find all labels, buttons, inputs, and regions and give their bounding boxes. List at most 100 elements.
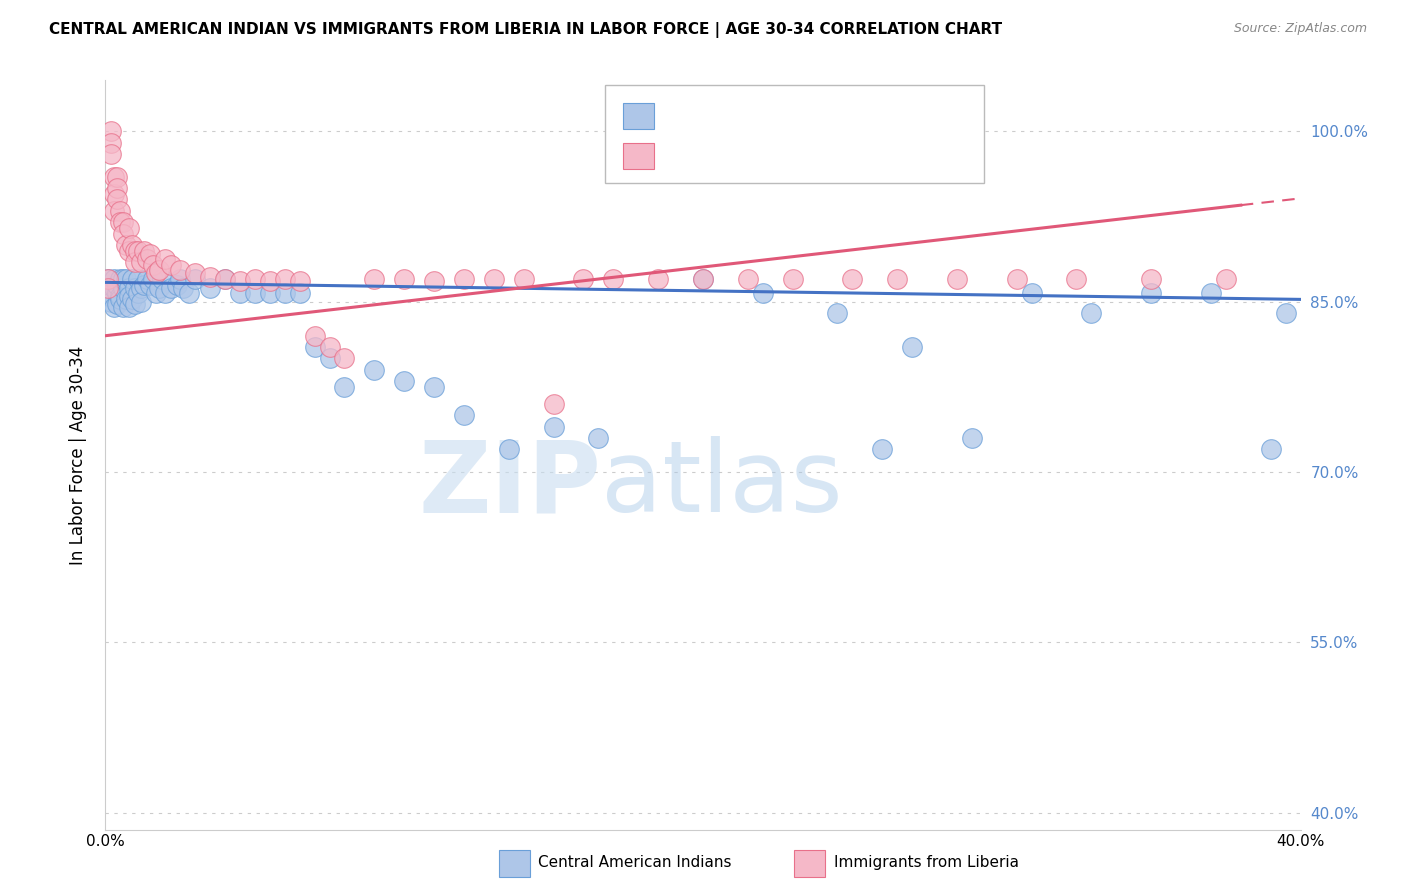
Y-axis label: In Labor Force | Age 30-34: In Labor Force | Age 30-34 [69,345,87,565]
Point [423,274,446,288]
Point [1215,272,1237,286]
Point [97,289,120,303]
Point [184,272,207,286]
Point [107,297,129,311]
Point [572,272,595,286]
Point [103,186,125,201]
Point [112,281,135,295]
Point [166,277,188,292]
Text: -0.030: -0.030 [703,96,762,114]
Point [960,431,983,445]
Point [160,281,183,295]
Text: N =: N = [778,136,814,154]
Point [453,408,475,422]
Point [155,285,177,300]
Point [129,294,153,309]
Point [259,274,281,288]
Point [198,269,221,284]
Point [318,340,340,354]
Point [103,203,125,218]
Point [139,277,162,292]
Text: R =: R = [665,96,702,114]
Point [127,285,149,300]
Point [886,272,908,286]
Point [169,272,191,286]
Point [103,169,125,184]
Text: 0.155: 0.155 [703,136,761,154]
Point [100,285,122,300]
Point [737,272,759,286]
Point [198,281,221,295]
Point [100,294,122,309]
Point [107,181,129,195]
Point [214,272,236,286]
Point [112,215,135,229]
Point [112,227,135,241]
Point [107,277,129,292]
Point [124,244,146,258]
Point [901,340,924,354]
Point [692,272,714,286]
Point [118,301,141,315]
Point [97,281,120,295]
Point [145,285,167,300]
Text: CENTRAL AMERICAN INDIAN VS IMMIGRANTS FROM LIBERIA IN LABOR FORCE | AGE 30-34 CO: CENTRAL AMERICAN INDIAN VS IMMIGRANTS FR… [49,22,1002,38]
Point [946,272,969,286]
Point [103,272,125,286]
Point [363,272,385,286]
Point [588,431,610,445]
Point [243,272,266,286]
Point [1005,272,1028,286]
Point [136,272,159,286]
Point [363,363,385,377]
Point [118,281,141,295]
Point [1199,285,1222,300]
Point [155,252,177,266]
Point [148,281,170,295]
Point [121,293,143,307]
Point [115,293,138,307]
Point [1260,442,1282,457]
Text: Immigrants from Liberia: Immigrants from Liberia [834,855,1019,870]
Point [124,297,146,311]
Point [229,274,252,288]
Point [118,289,141,303]
Point [115,272,138,286]
Point [134,277,156,292]
Point [782,272,804,286]
Point [602,272,624,286]
Point [214,272,236,286]
Point [543,419,565,434]
Point [115,238,138,252]
Point [1140,285,1163,300]
Point [304,328,326,343]
Point [110,203,132,218]
Point [129,281,153,295]
Point [498,442,520,457]
Point [1021,285,1043,300]
Point [751,285,773,300]
Point [184,266,207,280]
Point [129,255,153,269]
Point [142,272,165,286]
Text: N =: N = [778,96,814,114]
Point [121,272,143,286]
Point [100,124,122,138]
Point [110,272,132,286]
Point [394,374,416,388]
Point [150,272,173,286]
Point [229,285,252,300]
Point [1066,272,1088,286]
Point [148,263,170,277]
Point [107,285,129,300]
Point [112,272,135,286]
Point [394,272,416,286]
Point [273,285,295,300]
Point [318,351,340,366]
Point [100,147,122,161]
Point [841,272,863,286]
Point [872,442,894,457]
Point [273,272,295,286]
Point [482,272,505,286]
Point [177,285,201,300]
